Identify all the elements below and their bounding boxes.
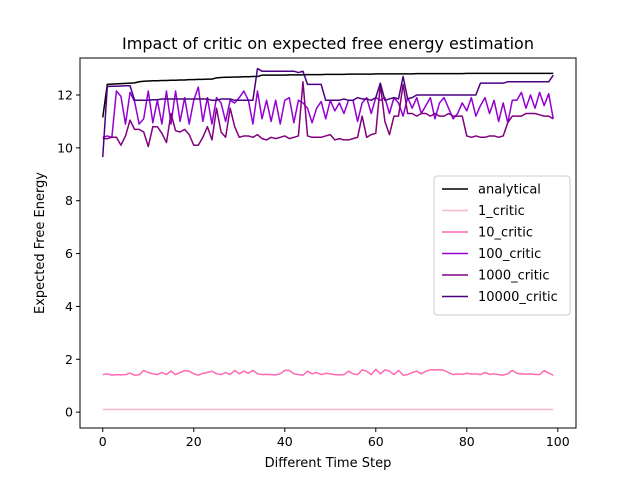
y-tick-label: 4 (65, 299, 73, 314)
legend-label: 1000_critic (478, 269, 550, 284)
series-line-100-critic (102, 86, 554, 139)
x-tick-label: 0 (99, 434, 107, 449)
legend-label: analytical (478, 183, 541, 198)
chart-title: Impact of critic on expected free energy… (122, 34, 534, 53)
series-line-10-critic (102, 368, 554, 376)
x-tick-label: 40 (277, 434, 293, 449)
y-tick-label: 12 (57, 88, 73, 103)
series-line-10000-critic (102, 67, 554, 158)
y-tick-label: 2 (65, 352, 73, 367)
y-axis-label: Expected Free Energy (33, 172, 48, 314)
legend-label: 100_critic (478, 247, 541, 262)
y-axis: 0 2 4 6 8 10 12 (57, 88, 80, 420)
y-tick-label: 6 (65, 246, 73, 261)
x-axis-label: Different Time Step (265, 456, 392, 471)
series-line-analytical (102, 72, 554, 118)
x-tick-label: 100 (546, 434, 570, 449)
x-tick-label: 60 (368, 434, 384, 449)
y-tick-label: 0 (65, 405, 73, 420)
legend-label: 1_critic (478, 204, 525, 219)
legend-label: 10000_critic (478, 290, 558, 305)
legend: analytical 1_critic 10_critic 100_critic 100… (433, 175, 571, 316)
x-axis: 0 20 40 60 80 100 (99, 428, 570, 449)
y-tick-label: 8 (65, 193, 73, 208)
y-tick-label: 10 (57, 140, 73, 155)
x-tick-label: 80 (459, 434, 475, 449)
series-layer (102, 67, 554, 411)
legend-label: 10_critic (478, 226, 533, 241)
x-tick-label: 20 (186, 434, 202, 449)
series-line-1000-critic (102, 81, 554, 148)
plot-frame (79, 57, 577, 429)
